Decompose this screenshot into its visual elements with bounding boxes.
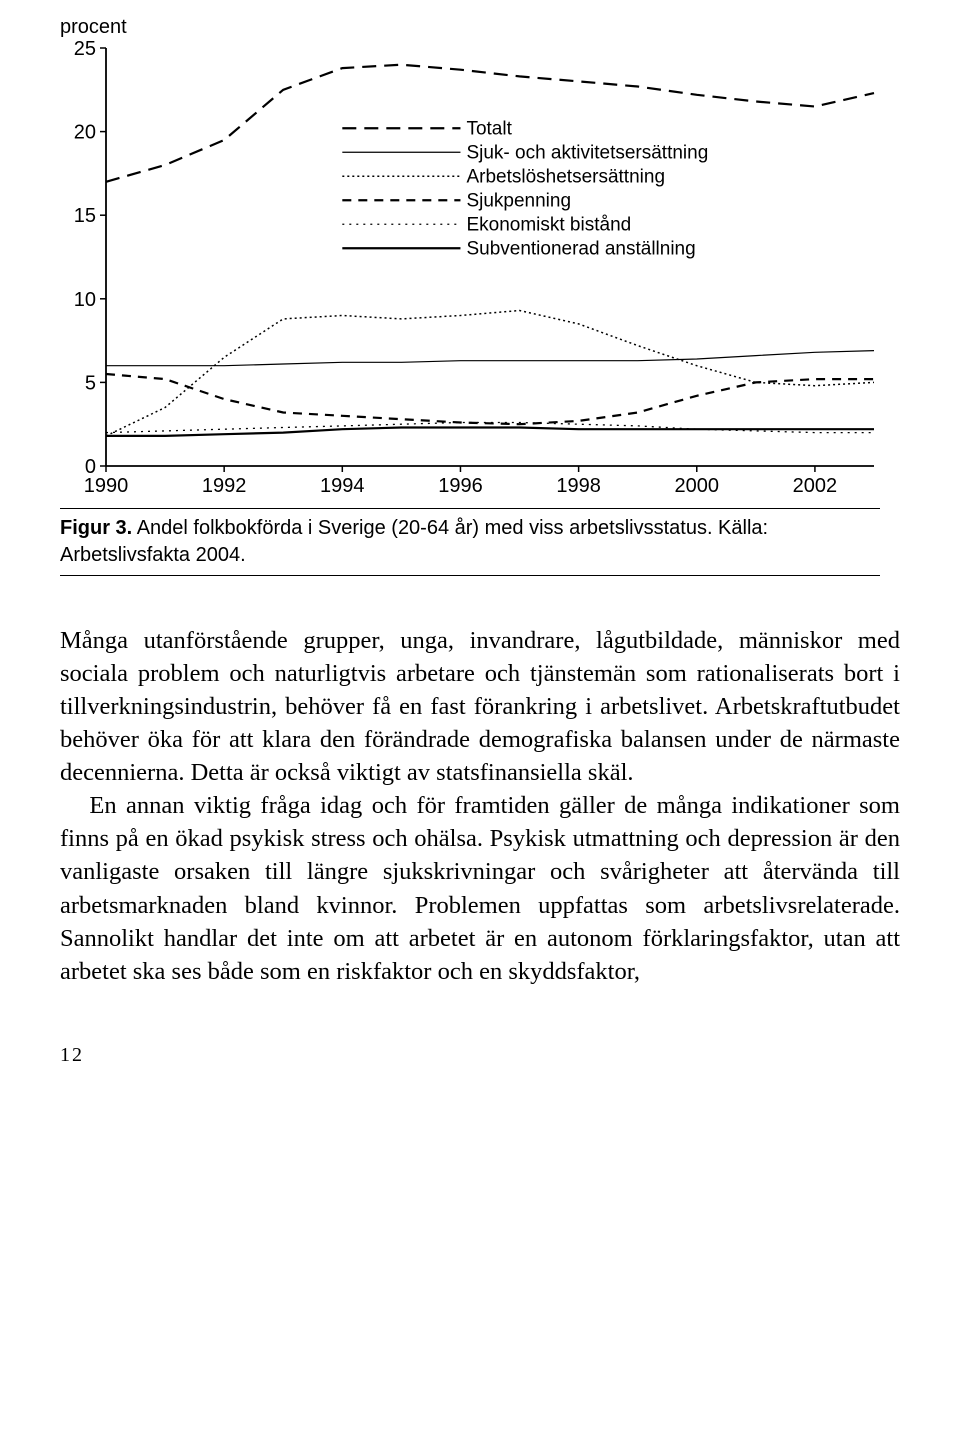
line-chart: 05101520251990199219941996199820002002To… (60, 20, 880, 500)
page-number: 12 (60, 1044, 900, 1067)
svg-text:20: 20 (74, 122, 96, 144)
paragraph-2: En annan viktig fråga idag och för framt… (60, 789, 900, 987)
svg-text:2000: 2000 (675, 475, 720, 497)
figure-caption-text: Andel folkbokförda i Sverige (20-64 år) … (60, 517, 768, 566)
svg-text:15: 15 (74, 205, 96, 227)
svg-text:Totalt: Totalt (466, 118, 512, 139)
svg-text:10: 10 (74, 289, 96, 311)
svg-text:1990: 1990 (84, 475, 129, 497)
svg-text:Ekonomiskt bistånd: Ekonomiskt bistånd (466, 214, 631, 235)
svg-text:Subventionerad anställning: Subventionerad anställning (466, 238, 695, 259)
chart-container: procent 05101520251990199219941996199820… (60, 20, 880, 500)
svg-text:1998: 1998 (556, 475, 601, 497)
y-axis-title: procent (60, 16, 127, 39)
paragraph-1: Många utanförstående grupper, unga, inva… (60, 624, 900, 789)
svg-text:1996: 1996 (438, 475, 483, 497)
figure-caption: Figur 3. Andel folkbokförda i Sverige (2… (60, 508, 880, 576)
svg-text:Sjuk- och aktivitetsersättning: Sjuk- och aktivitetsersättning (466, 142, 708, 163)
svg-text:5: 5 (85, 372, 96, 394)
svg-text:Sjukpenning: Sjukpenning (466, 190, 571, 211)
body-text: Många utanförstående grupper, unga, inva… (60, 624, 900, 988)
svg-text:1994: 1994 (320, 475, 365, 497)
svg-text:25: 25 (74, 38, 96, 60)
svg-text:2002: 2002 (793, 475, 838, 497)
svg-text:Arbetslöshetsersättning: Arbetslöshetsersättning (466, 166, 665, 187)
svg-text:1992: 1992 (202, 475, 247, 497)
figure-number: Figur 3. (60, 517, 132, 539)
